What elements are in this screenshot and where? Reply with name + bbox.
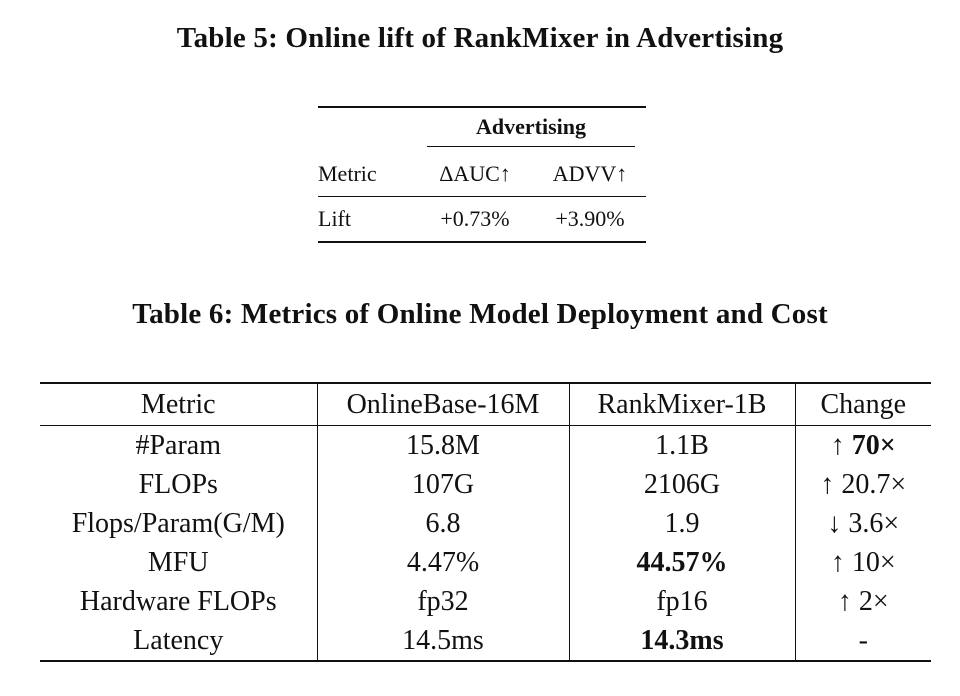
table5-col-metric: Metric: [318, 152, 416, 197]
change-arrow-icon: ↑: [820, 469, 835, 500]
table6-cell-base: fp32: [317, 582, 570, 621]
table6-cell-change: -: [795, 621, 931, 661]
table5-col-advv: ADVV↑: [534, 152, 646, 197]
table5-cell-auc: +0.73%: [416, 196, 534, 243]
table6-cell-metric: MFU: [40, 543, 318, 582]
table6-col-rank: RankMixer-1B: [569, 383, 796, 426]
table6: Metric OnlineBase-16M RankMixer-1B Chang…: [40, 382, 931, 662]
change-value: 70×: [844, 430, 896, 461]
change-arrow-icon: ↑: [830, 430, 845, 461]
table-row: #Param 15.8M 1.1B ↑ 70×: [40, 425, 931, 466]
table6-cell-metric: Flops/Param(G/M): [40, 504, 318, 543]
table6-cell-change: ↓ 3.6×: [795, 504, 931, 543]
table6-body: #Param 15.8M 1.1B ↑ 70× FLOPs 107G 2106G ↑ 20.7…: [40, 425, 931, 661]
table6-cell-change: ↑ 10×: [795, 543, 931, 582]
table6-cell-rank: 14.3ms: [569, 621, 796, 661]
change-value: 3.6×: [841, 508, 900, 539]
table6-cell-rank: 1.9: [569, 504, 796, 543]
change-value: -: [858, 625, 868, 656]
table6-cell-metric: #Param: [40, 425, 318, 465]
table6-cell-base: 107G: [317, 465, 570, 504]
table6-cell-base: 6.8: [317, 504, 570, 543]
change-value: 20.7×: [834, 469, 907, 500]
table-row: FLOPs 107G 2106G ↑ 20.7×: [40, 465, 931, 504]
table-row: MFU 4.47% 44.57% ↑ 10×: [40, 543, 931, 582]
table6-col-change: Change: [795, 383, 931, 426]
table5-cell-advv: +3.90%: [534, 196, 646, 243]
table6-header-row: Metric OnlineBase-16M RankMixer-1B Chang…: [40, 383, 931, 426]
table5: Advertising Metric ΔAUC↑ ADVV↑ Lift +0.7…: [318, 106, 646, 243]
table6-cell-rank: fp16: [569, 582, 796, 621]
table-row: Latency 14.5ms 14.3ms -: [40, 621, 931, 661]
table6-cell-change: ↑ 70×: [795, 426, 931, 466]
table6-cell-base: 4.47%: [317, 543, 570, 582]
change-arrow-icon: ↑: [830, 547, 845, 578]
table6-cell-metric: FLOPs: [40, 465, 318, 504]
table5-group-header: Advertising: [416, 106, 646, 152]
table5-col-auc: ΔAUC↑: [416, 152, 534, 197]
change-arrow-icon: ↓: [827, 508, 842, 539]
table6-cell-change: ↑ 2×: [795, 582, 931, 621]
table5-cell-metric: Lift: [318, 196, 416, 243]
table6-cell-metric: Latency: [40, 621, 318, 661]
table6-cell-change: ↑ 20.7×: [795, 465, 931, 504]
table-row: Flops/Param(G/M) 6.8 1.9 ↓ 3.6×: [40, 504, 931, 543]
table6-caption: Table 6: Metrics of Online Model Deploym…: [132, 298, 828, 330]
change-value: 10×: [844, 547, 896, 578]
table6-cell-metric: Hardware FLOPs: [40, 582, 318, 621]
table6-col-metric: Metric: [40, 383, 318, 426]
table-row: Hardware FLOPs fp32 fp16 ↑ 2×: [40, 582, 931, 621]
table6-cell-base: 14.5ms: [317, 621, 570, 661]
table6-col-base: OnlineBase-16M: [317, 383, 570, 426]
table6-cell-rank: 44.57%: [569, 543, 796, 582]
table6-cell-base: 15.8M: [317, 425, 570, 465]
table6-cell-rank: 1.1B: [569, 425, 796, 465]
table5-caption: Table 5: Online lift of RankMixer in Adv…: [176, 22, 784, 54]
table6-cell-rank: 2106G: [569, 465, 796, 504]
change-arrow-icon: ↑: [837, 586, 852, 617]
change-value: 2×: [851, 586, 889, 617]
